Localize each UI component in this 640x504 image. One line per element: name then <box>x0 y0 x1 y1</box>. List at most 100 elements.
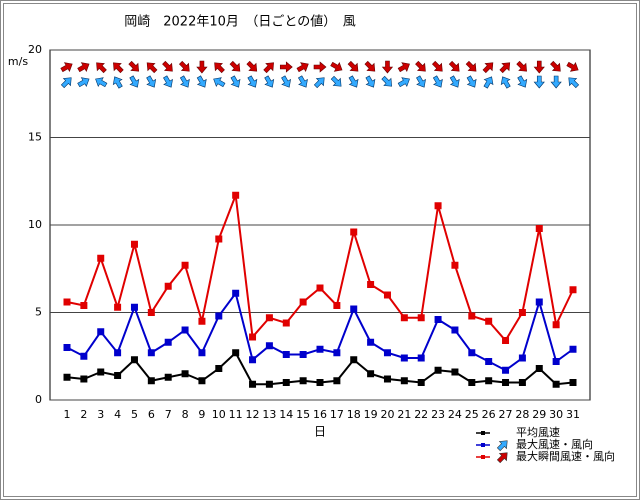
x-tick-label: 15 <box>296 408 310 421</box>
wind-arrow <box>347 60 359 72</box>
wind-arrow <box>279 61 293 73</box>
chart-title: 岡崎 2022年10月 （日ごとの値） 風 <box>124 14 356 30</box>
x-tick-label: 17 <box>330 408 344 421</box>
legend-label: 最大風速・風向 <box>516 437 593 451</box>
legend-label: 最大瞬間風速・風向 <box>516 449 615 463</box>
data-point <box>434 316 442 323</box>
legend-marker <box>481 443 485 447</box>
legend-marker <box>481 455 485 459</box>
data-point <box>383 291 391 299</box>
wind-arrow <box>432 75 443 88</box>
x-tick-label: 31 <box>566 408 580 421</box>
x-tick-label: 12 <box>246 408 260 421</box>
wind-arrow <box>263 62 274 74</box>
data-point <box>383 375 391 383</box>
wind-arrow <box>397 77 410 88</box>
data-point <box>569 379 577 386</box>
data-point <box>232 191 240 199</box>
data-point <box>130 240 138 248</box>
x-tick-label: 20 <box>380 408 394 421</box>
data-point <box>265 314 273 322</box>
wind-arrow <box>179 75 190 88</box>
x-tick-label: 18 <box>347 408 361 421</box>
wind-arrow <box>297 75 308 88</box>
data-point <box>552 380 560 388</box>
wind-arrow <box>296 62 309 73</box>
x-tick-label: 10 <box>212 408 226 421</box>
data-point <box>232 349 240 357</box>
wind-arrow <box>162 60 173 72</box>
data-point <box>552 321 560 329</box>
data-point <box>316 284 324 292</box>
data-point <box>299 298 307 306</box>
legend-arrow <box>496 440 508 452</box>
data-point <box>215 235 223 243</box>
data-point <box>164 282 172 290</box>
data-point <box>485 358 493 365</box>
wind-arrow <box>196 60 208 74</box>
wind-arrow <box>313 61 327 73</box>
wind-arrow <box>163 75 173 88</box>
x-tick-label: 13 <box>262 408 276 421</box>
data-point <box>265 380 273 388</box>
wind-arrow <box>96 62 107 74</box>
wind-arrow <box>482 62 494 74</box>
x-axis-label: 日 <box>314 425 326 439</box>
wind-arrow <box>483 76 494 89</box>
data-point <box>299 351 307 358</box>
wind-arrow <box>381 60 394 74</box>
data-point <box>367 338 375 346</box>
x-tick-label: 28 <box>515 408 529 421</box>
data-point <box>569 286 577 294</box>
wind-arrow <box>365 75 376 88</box>
x-tick-label: 27 <box>499 408 513 421</box>
wind-arrow <box>129 75 140 88</box>
data-point <box>198 349 206 357</box>
data-point <box>249 380 257 388</box>
wind-arrow <box>448 60 460 72</box>
wind-arrow <box>348 75 359 88</box>
x-tick-label: 9 <box>198 408 205 421</box>
x-tick-label: 16 <box>313 408 327 421</box>
data-point <box>63 373 71 381</box>
data-point <box>316 379 324 386</box>
x-tick-label: 26 <box>482 408 496 421</box>
data-point <box>147 349 155 357</box>
x-tick-label: 4 <box>114 408 121 421</box>
wind-arrow <box>550 60 561 72</box>
y-tick-label: 20 <box>28 43 42 56</box>
data-point <box>367 281 375 288</box>
wind-arrow <box>112 76 123 89</box>
wind-arrow <box>330 75 342 87</box>
wind-arrow <box>281 75 292 88</box>
data-point <box>80 352 88 360</box>
x-tick-label: 29 <box>532 408 546 421</box>
wind-arrow <box>568 77 580 89</box>
data-point <box>535 298 543 306</box>
x-tick-label: 19 <box>364 408 378 421</box>
legend-label: 平均風速 <box>516 426 560 439</box>
data-point <box>417 379 425 386</box>
data-point <box>485 377 493 385</box>
legend-marker <box>481 431 485 435</box>
data-point <box>468 349 476 357</box>
x-tick-label: 24 <box>448 408 462 421</box>
wind-arrow <box>230 75 241 88</box>
data-point <box>215 365 223 372</box>
x-tick-label: 30 <box>549 408 563 421</box>
data-point <box>198 377 206 385</box>
x-tick-label: 3 <box>97 408 104 421</box>
x-tick-label: 25 <box>465 408 479 421</box>
data-point <box>434 202 442 210</box>
wind-arrow <box>397 62 410 73</box>
data-point <box>502 337 510 344</box>
data-point <box>502 366 510 374</box>
x-tick-label: 22 <box>414 408 428 421</box>
x-tick-label: 11 <box>229 408 243 421</box>
wind-arrow <box>247 75 258 88</box>
data-point <box>181 326 189 334</box>
wind-arrow <box>196 75 207 88</box>
data-point <box>265 342 273 350</box>
data-point <box>518 379 526 386</box>
